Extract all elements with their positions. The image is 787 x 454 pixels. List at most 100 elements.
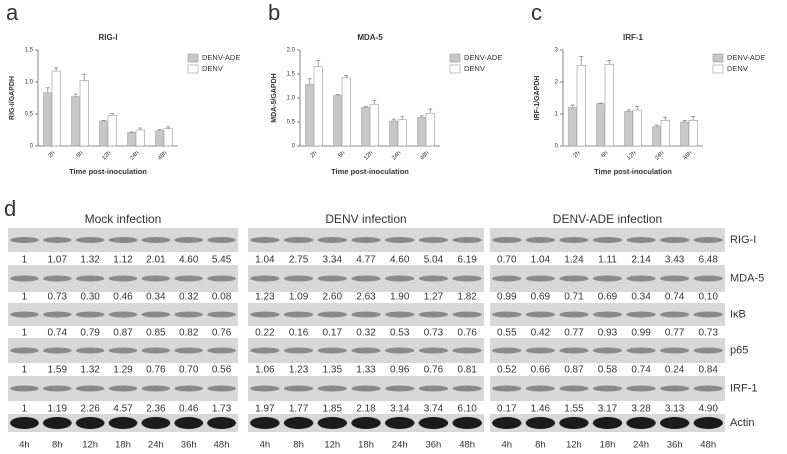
density-value: 3.34: [323, 255, 343, 266]
error-bar: [372, 100, 377, 105]
panel-label: d: [4, 196, 16, 221]
blot-band: [283, 275, 314, 282]
blot-band: [592, 347, 623, 354]
x-axis-label: Time post-inoculation: [594, 167, 672, 176]
blot-band: [317, 311, 348, 318]
chart-title: MDA-5: [357, 33, 383, 42]
blot-band: [141, 385, 171, 392]
group-title: DENV infection: [325, 212, 406, 226]
y-axis-label: RIG-I/GAPDH: [9, 76, 16, 120]
error-bar: [607, 60, 612, 65]
density-value: 0.77: [564, 328, 584, 339]
blot-band: [492, 417, 522, 429]
density-value: 0.34: [146, 292, 166, 303]
row-label: IRF-1: [730, 382, 758, 394]
bar: [604, 64, 614, 147]
density-value: 0.76: [146, 365, 166, 376]
time-label: 48h: [459, 440, 475, 451]
density-value: 1.04: [531, 255, 551, 266]
blot-band: [592, 237, 623, 243]
density-value: 3.43: [665, 255, 685, 266]
error-bar: [663, 116, 668, 121]
time-label: 12h: [324, 440, 340, 451]
blot-band: [492, 275, 522, 282]
density-value: 1: [22, 404, 28, 415]
x-tick-label: 24h: [391, 150, 402, 161]
legend-swatch: [449, 53, 461, 63]
blot-band: [207, 347, 236, 354]
density-value: 1.59: [48, 365, 68, 376]
group-title: DENV-ADE infection: [553, 212, 662, 226]
blot-band: [250, 237, 280, 243]
blot-band: [693, 275, 723, 282]
blot-band: [559, 237, 589, 243]
bar: [417, 116, 427, 147]
density-value: 3.17: [598, 404, 618, 415]
density-value: 3.74: [424, 404, 444, 415]
legend-swatch: [449, 64, 461, 74]
blot-band: [10, 385, 39, 392]
blot-band: [659, 417, 690, 429]
density-value: 0.76: [457, 328, 477, 339]
y-tick-label: 1.5: [25, 48, 34, 54]
blot-band: [659, 347, 690, 354]
density-value: 0.30: [80, 292, 100, 303]
blot-band: [351, 311, 381, 318]
blot-band: [207, 311, 236, 318]
bar: [596, 103, 606, 147]
density-value: 0.52: [497, 365, 517, 376]
density-value: 0.96: [390, 365, 410, 376]
y-tick-label: 1.5: [287, 72, 296, 78]
blot-band: [250, 311, 280, 318]
x-tick-label: 12h: [363, 150, 374, 161]
blot-band: [42, 275, 72, 282]
time-label: 48h: [214, 440, 230, 451]
density-value: 5.45: [212, 255, 232, 266]
blot-band: [525, 347, 556, 354]
error-bar: [73, 93, 78, 97]
blot-band: [75, 311, 105, 318]
y-tick-label: 2: [555, 80, 559, 86]
x-tick-label: 12h: [101, 150, 112, 161]
blot-band: [418, 311, 449, 318]
group-title: Mock infection: [85, 212, 162, 226]
blot-band: [108, 311, 138, 318]
density-value: 0.79: [80, 328, 100, 339]
density-value: 0.16: [289, 328, 309, 339]
bar: [313, 66, 323, 147]
density-value: 0.53: [390, 328, 410, 339]
y-tick-label: 2.0: [287, 48, 296, 54]
x-tick-label: 24h: [129, 150, 140, 161]
bar: [135, 129, 145, 147]
blot-band: [384, 347, 415, 354]
density-value: 1.24: [564, 255, 584, 266]
error-bar: [570, 104, 575, 108]
blot-band: [659, 385, 690, 392]
blot-band: [693, 347, 723, 354]
error-bar: [391, 118, 396, 122]
row-label: MDA-5: [730, 272, 764, 284]
x-tick-label: 12h: [626, 150, 637, 161]
blot-band: [42, 311, 72, 318]
y-tick-label: 0.5: [287, 120, 296, 126]
density-value: 3.28: [631, 404, 651, 415]
density-value: 0.77: [665, 328, 685, 339]
density-value: 0.70: [179, 365, 199, 376]
blot-band: [559, 311, 589, 318]
blot-band: [452, 311, 482, 318]
blot-band: [525, 417, 556, 429]
density-value: 0.17: [323, 328, 343, 339]
density-value: 1.23: [289, 365, 309, 376]
bar: [680, 121, 690, 147]
time-label: 4h: [501, 440, 512, 451]
blot-band: [559, 417, 589, 429]
y-tick-label: 3: [555, 48, 559, 54]
time-label: 4h: [260, 440, 271, 451]
x-tick-label: 2h: [48, 150, 57, 159]
blot-band: [283, 417, 314, 429]
blot-band: [207, 417, 236, 429]
density-value: 0.82: [179, 328, 199, 339]
chart-title: RIG-I: [98, 33, 117, 42]
blot-band: [626, 417, 656, 429]
density-value: 1: [22, 255, 28, 266]
